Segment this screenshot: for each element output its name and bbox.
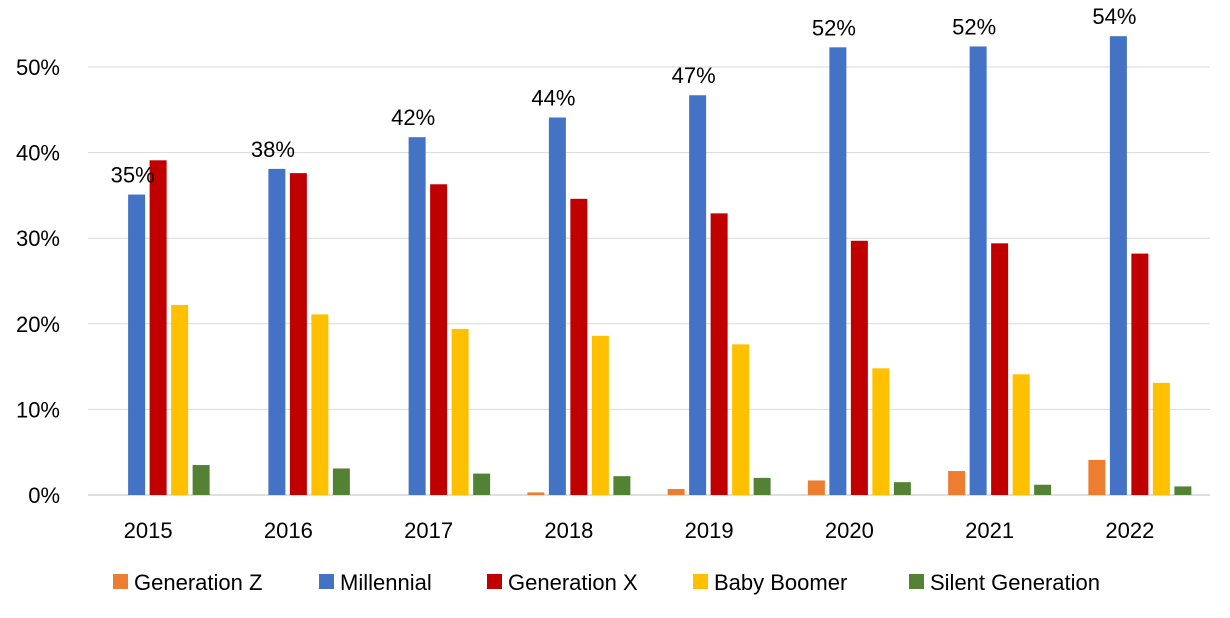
y-tick-label: 10%	[16, 397, 60, 422]
bar	[1152, 382, 1170, 495]
legend-item: Baby Boomer	[693, 570, 847, 595]
bar	[829, 47, 847, 495]
bar	[289, 173, 307, 496]
bar	[527, 492, 545, 495]
data-label: 38%	[251, 137, 295, 162]
x-axis: 2015 2016 2017 2018 2019 2020 2021 2022	[124, 518, 1155, 543]
legend-swatch	[319, 574, 334, 589]
bar	[192, 465, 210, 495]
bar	[591, 335, 609, 495]
bar	[689, 95, 707, 496]
x-tick-label: 2016	[264, 518, 313, 543]
bar	[548, 117, 566, 495]
legend-item: Millennial	[319, 570, 432, 595]
legend-swatch	[693, 574, 708, 589]
x-tick-label: 2021	[965, 518, 1014, 543]
bar	[570, 198, 588, 495]
bar	[149, 160, 167, 495]
bar	[893, 482, 911, 495]
x-tick-label: 2015	[124, 518, 173, 543]
bar	[807, 480, 825, 495]
bar	[991, 243, 1009, 495]
bar	[171, 304, 189, 495]
data-label: 42%	[391, 105, 435, 130]
y-tick-label: 0%	[28, 483, 60, 508]
bars	[128, 36, 1192, 496]
bar	[430, 184, 448, 495]
legend-label: Baby Boomer	[714, 570, 847, 595]
bar	[948, 471, 966, 495]
data-label: 44%	[531, 86, 575, 111]
gridlines	[88, 66, 1210, 496]
bar	[1109, 36, 1127, 496]
bar	[667, 489, 685, 495]
legend-label: Generation Z	[134, 570, 262, 595]
data-labels: 35% 38% 42% 44% 47% 52% 52% 54%	[111, 4, 1137, 187]
bar	[1131, 253, 1149, 495]
data-label: 54%	[1092, 4, 1136, 29]
legend-item: Generation Z	[113, 570, 262, 595]
legend-label: Generation X	[508, 570, 638, 595]
bar	[451, 328, 469, 495]
y-tick-label: 50%	[16, 55, 60, 80]
bar	[1088, 459, 1106, 495]
bar	[1034, 484, 1052, 495]
x-tick-label: 2022	[1105, 518, 1154, 543]
legend-swatch	[909, 574, 924, 589]
y-axis: 0% 10% 20% 30% 40% 50%	[16, 55, 60, 508]
x-tick-label: 2019	[685, 518, 734, 543]
bar	[1012, 374, 1030, 495]
bar	[710, 213, 728, 495]
bar	[473, 473, 491, 495]
legend-item: Silent Generation	[909, 570, 1100, 595]
bar	[128, 194, 146, 495]
legend-label: Millennial	[340, 570, 432, 595]
bar	[268, 168, 286, 495]
x-tick-label: 2020	[825, 518, 874, 543]
x-tick-label: 2018	[544, 518, 593, 543]
legend-item: Generation X	[487, 570, 638, 595]
data-label: 47%	[672, 63, 716, 88]
bar	[753, 477, 771, 495]
x-tick-label: 2017	[404, 518, 453, 543]
bar	[850, 240, 868, 495]
y-tick-label: 20%	[16, 312, 60, 337]
bar	[332, 468, 350, 495]
y-tick-label: 40%	[16, 141, 60, 166]
legend-label: Silent Generation	[930, 570, 1100, 595]
legend: Generation Z Millennial Generation X Baby B…	[113, 570, 1100, 595]
legend-swatch	[113, 574, 128, 589]
bar	[613, 476, 631, 495]
data-label: 52%	[952, 14, 996, 39]
bar	[311, 314, 329, 495]
bar	[1174, 486, 1192, 495]
bar	[408, 137, 426, 495]
data-label: 35%	[111, 163, 155, 188]
data-label: 52%	[812, 15, 856, 40]
bar	[969, 46, 987, 496]
bar	[732, 344, 750, 495]
y-tick-label: 30%	[16, 226, 60, 251]
bar	[872, 368, 890, 495]
legend-swatch	[487, 574, 502, 589]
